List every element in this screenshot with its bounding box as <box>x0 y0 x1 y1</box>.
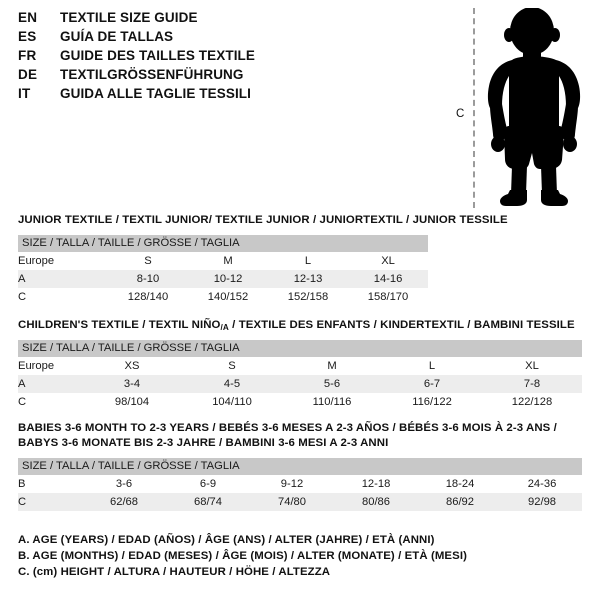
section-junior: JUNIOR TEXTILE / TEXTIL JUNIOR/ TEXTILE … <box>18 213 508 306</box>
language-code: EN <box>18 10 38 25</box>
language-title: TEXTILGRÖSSENFÜHRUNG <box>60 67 244 82</box>
cell-value: M <box>188 252 268 270</box>
cell-value: 6-7 <box>382 375 482 393</box>
language-title: GUÍA DE TALLAS <box>60 29 174 44</box>
cell-value: M <box>282 357 382 375</box>
table-row: A 8-10 10-12 12-13 14-16 <box>18 270 429 288</box>
children-band-label: SIZE / TALLA / TAILLE / GRÖSSE / TAGLIA <box>18 340 582 357</box>
section-babies-heading-line1: BABIES 3-6 MONTH TO 2-3 YEARS / BEBÉS 3-… <box>18 422 557 434</box>
cell-value: 158/170 <box>348 288 429 306</box>
row-label: Europe <box>18 252 108 270</box>
table-row: Europe XS S M L XL <box>18 357 582 375</box>
cell-value: 140/152 <box>188 288 268 306</box>
babies-size-table: SIZE / TALLA / TAILLE / GRÖSSE / TAGLIA … <box>18 458 583 511</box>
section-children-heading-pre: CHILDREN'S TEXTILE / TEXTIL NIÑO <box>18 319 221 331</box>
table-row: C 128/140 140/152 152/158 158/170 <box>18 288 429 306</box>
cell-value: L <box>268 252 348 270</box>
table-row: B 3-6 6-9 9-12 12-18 18-24 24-36 <box>18 475 583 493</box>
section-children-heading: CHILDREN'S TEXTILE / TEXTIL NIÑO/A / TEX… <box>18 318 582 333</box>
table-row: C 98/104 104/110 110/116 116/122 122/128 <box>18 393 582 411</box>
section-babies: BABIES 3-6 MONTH TO 2-3 YEARS / BEBÉS 3-… <box>18 421 583 511</box>
section-babies-heading-line2: BABYS 3-6 MONATE BIS 2-3 JAHRE / BAMBINI… <box>18 437 389 449</box>
row-label: C <box>18 288 108 306</box>
row-label: C <box>18 393 82 411</box>
table-row: Europe S M L XL <box>18 252 429 270</box>
section-children: CHILDREN'S TEXTILE / TEXTIL NIÑO/A / TEX… <box>18 318 582 411</box>
cell-value: 152/158 <box>268 288 348 306</box>
height-measurement-figure: C <box>440 4 600 210</box>
cell-value: 62/68 <box>82 493 166 511</box>
section-children-heading-sub: /A <box>220 322 229 332</box>
table-band-row: SIZE / TALLA / TAILLE / GRÖSSE / TAGLIA <box>18 340 582 357</box>
language-row: EN TEXTILE SIZE GUIDE <box>18 10 438 29</box>
cell-value: XL <box>348 252 429 270</box>
cell-value: S <box>182 357 282 375</box>
table-row: C 62/68 68/74 74/80 80/86 86/92 92/98 <box>18 493 583 511</box>
section-children-heading-post: / TEXTILE DES ENFANTS / KINDERTEXTIL / B… <box>228 319 575 331</box>
junior-size-table: SIZE / TALLA / TAILLE / GRÖSSE / TAGLIA … <box>18 235 429 306</box>
legend-line-c: C. (cm) HEIGHT / ALTURA / HAUTEUR / HÖHE… <box>18 566 331 578</box>
cell-value: 14-16 <box>348 270 429 288</box>
language-row: DE TEXTILGRÖSSENFÜHRUNG <box>18 67 438 86</box>
language-row: ES GUÍA DE TALLAS <box>18 29 438 48</box>
language-code: FR <box>18 48 37 63</box>
cell-value: 92/98 <box>502 493 583 511</box>
row-label: A <box>18 375 82 393</box>
row-label: A <box>18 270 108 288</box>
cell-value: 98/104 <box>82 393 182 411</box>
child-silhouette-icon <box>487 8 581 206</box>
legend-line-b: B. AGE (MONTHS) / EDAD (MESES) / ÂGE (MO… <box>18 550 467 562</box>
children-size-table: SIZE / TALLA / TAILLE / GRÖSSE / TAGLIA … <box>18 340 582 411</box>
cell-value: 18-24 <box>418 475 502 493</box>
cell-value: 10-12 <box>188 270 268 288</box>
cell-value: 3-6 <box>82 475 166 493</box>
cell-value: 80/86 <box>334 493 418 511</box>
junior-band-label: SIZE / TALLA / TAILLE / GRÖSSE / TAGLIA <box>18 235 429 252</box>
cell-value: 110/116 <box>282 393 382 411</box>
language-code: ES <box>18 29 37 44</box>
cell-value: 4-5 <box>182 375 282 393</box>
table-band-row: SIZE / TALLA / TAILLE / GRÖSSE / TAGLIA <box>18 235 429 252</box>
cell-value: L <box>382 357 482 375</box>
cell-value: 3-4 <box>82 375 182 393</box>
cell-value: 86/92 <box>418 493 502 511</box>
cell-value: 74/80 <box>250 493 334 511</box>
cell-value: 68/74 <box>166 493 250 511</box>
cell-value: 128/140 <box>108 288 188 306</box>
cell-value: 104/110 <box>182 393 282 411</box>
table-band-row: SIZE / TALLA / TAILLE / GRÖSSE / TAGLIA <box>18 458 583 475</box>
cell-value: 9-12 <box>250 475 334 493</box>
language-title: TEXTILE SIZE GUIDE <box>60 10 198 25</box>
cell-value: 24-36 <box>502 475 583 493</box>
language-title-block: EN TEXTILE SIZE GUIDE ES GUÍA DE TALLAS … <box>18 10 438 105</box>
height-dashed-line <box>473 8 475 208</box>
language-title: GUIDE DES TAILLES TEXTILE <box>60 48 256 63</box>
cell-value: 122/128 <box>482 393 582 411</box>
cell-value: 7-8 <box>482 375 582 393</box>
language-title: GUIDA ALLE TAGLIE TESSILI <box>60 86 251 101</box>
legend-line-a: A. AGE (YEARS) / EDAD (AÑOS) / ÂGE (ANS)… <box>18 534 435 546</box>
cell-value: 5-6 <box>282 375 382 393</box>
legend-block: A. AGE (YEARS) / EDAD (AÑOS) / ÂGE (ANS)… <box>18 532 582 580</box>
language-row: IT GUIDA ALLE TAGLIE TESSILI <box>18 86 438 105</box>
row-label: Europe <box>18 357 82 375</box>
cell-value: XL <box>482 357 582 375</box>
row-label: B <box>18 475 82 493</box>
cell-value: 12-18 <box>334 475 418 493</box>
babies-band-label: SIZE / TALLA / TAILLE / GRÖSSE / TAGLIA <box>18 458 583 475</box>
cell-value: 6-9 <box>166 475 250 493</box>
cell-value: 116/122 <box>382 393 482 411</box>
language-row: FR GUIDE DES TAILLES TEXTILE <box>18 48 438 67</box>
cell-value: 8-10 <box>108 270 188 288</box>
language-code: IT <box>18 86 31 101</box>
height-indicator-label: C <box>456 108 465 120</box>
language-code: DE <box>18 67 38 82</box>
cell-value: 12-13 <box>268 270 348 288</box>
row-label: C <box>18 493 82 511</box>
cell-value: S <box>108 252 188 270</box>
table-row: A 3-4 4-5 5-6 6-7 7-8 <box>18 375 582 393</box>
section-junior-heading: JUNIOR TEXTILE / TEXTIL JUNIOR/ TEXTILE … <box>18 214 508 226</box>
cell-value: XS <box>82 357 182 375</box>
